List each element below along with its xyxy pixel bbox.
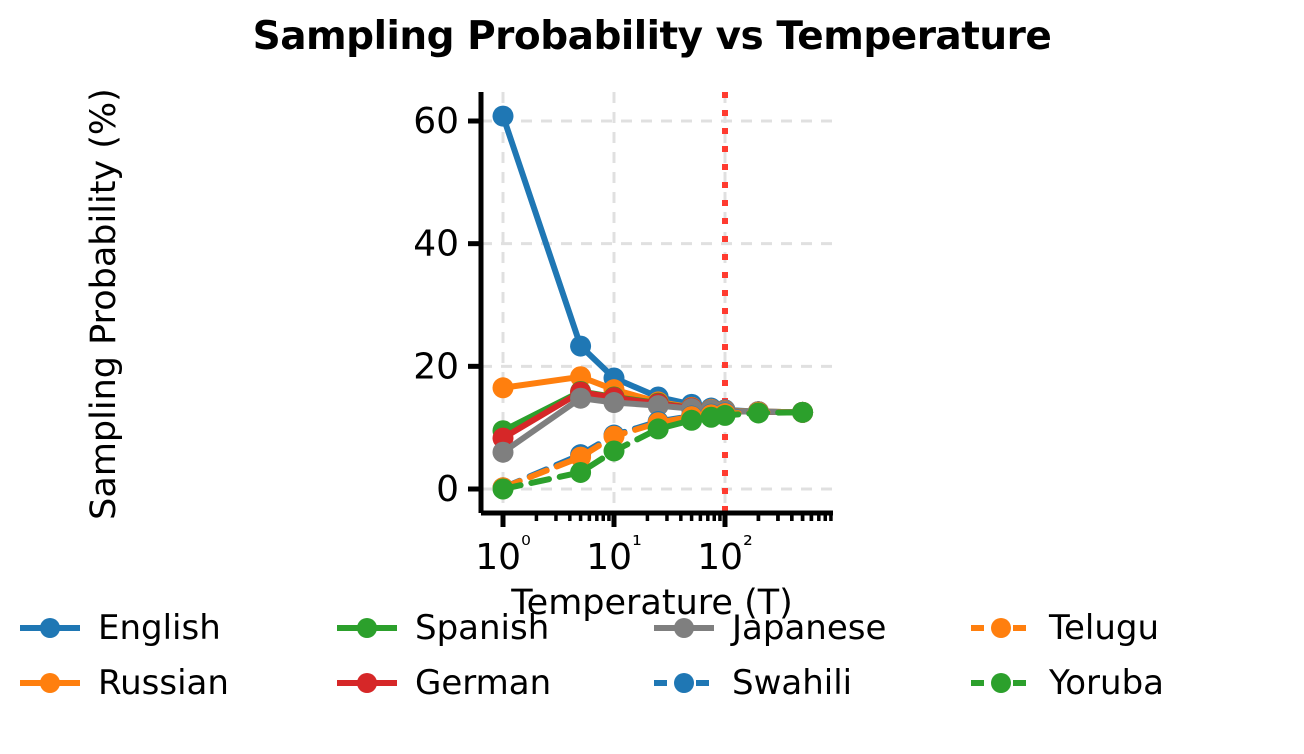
axis-spines bbox=[478, 92, 833, 516]
legend-label: Japanese bbox=[732, 607, 887, 648]
legend-line-marker-icon bbox=[971, 672, 1031, 693]
data-point bbox=[492, 105, 514, 127]
x-axis-label: Temperature (T) bbox=[511, 583, 793, 623]
data-point bbox=[647, 395, 669, 417]
x-tick-label: 10² bbox=[697, 531, 752, 578]
chart-title: Sampling Probability vs Temperature bbox=[252, 14, 1052, 59]
series-yoruba bbox=[492, 401, 814, 500]
legend-item-telugu[interactable]: Telugu bbox=[969, 611, 1286, 645]
legend-item-japanese[interactable]: Japanese bbox=[652, 611, 969, 645]
y-tick-label: 20 bbox=[413, 346, 459, 387]
data-point bbox=[714, 404, 736, 426]
data-point bbox=[570, 387, 592, 409]
data-point bbox=[492, 478, 514, 500]
data-point bbox=[570, 461, 592, 483]
legend-line-marker-icon bbox=[337, 617, 397, 638]
legend-label: Yoruba bbox=[1049, 662, 1164, 703]
data-point bbox=[492, 441, 514, 463]
legend-line-marker-icon bbox=[654, 617, 714, 638]
data-series-group bbox=[492, 105, 814, 500]
data-point bbox=[603, 425, 625, 447]
data-point bbox=[681, 409, 703, 431]
y-axis-label: Sampling Probability (%) bbox=[84, 88, 124, 520]
x-tick-label: 10⁰ bbox=[475, 531, 530, 578]
legend-label: German bbox=[415, 662, 552, 703]
legend-line-marker-icon bbox=[654, 672, 714, 693]
y-axis-ticks: 0 20 40 60 bbox=[413, 101, 481, 510]
data-point bbox=[492, 377, 514, 399]
legend-line-marker-icon bbox=[20, 672, 80, 693]
data-point bbox=[647, 418, 669, 440]
legend-item-english[interactable]: English bbox=[18, 611, 335, 645]
legend-label: Spanish bbox=[415, 607, 550, 648]
legend-item-swahili[interactable]: Swahili bbox=[652, 666, 969, 700]
data-point bbox=[570, 366, 592, 388]
legend-item-spanish[interactable]: Spanish bbox=[335, 611, 652, 645]
grid-lines bbox=[481, 92, 833, 513]
data-point bbox=[603, 440, 625, 462]
series-english bbox=[492, 105, 814, 423]
y-tick-label: 40 bbox=[413, 224, 459, 265]
legend-item-russian[interactable]: Russian bbox=[18, 666, 335, 700]
x-axis-ticks: 10⁰ 10¹ 10² bbox=[475, 513, 833, 578]
data-point bbox=[747, 402, 769, 424]
data-point bbox=[603, 392, 625, 414]
legend-line-marker-icon bbox=[971, 617, 1031, 638]
legend-label: English bbox=[98, 607, 221, 648]
legend-label: Telugu bbox=[1049, 607, 1160, 648]
data-point bbox=[570, 335, 592, 357]
legend-line-marker-icon bbox=[337, 672, 397, 693]
data-point bbox=[570, 446, 592, 468]
data-point bbox=[792, 401, 814, 423]
legend-item-german[interactable]: German bbox=[335, 666, 652, 700]
legend-line-marker-icon bbox=[20, 617, 80, 638]
chart-legend: English Spanish Japanese Telugu Russian Germa… bbox=[18, 600, 1288, 710]
legend-label: Russian bbox=[98, 662, 229, 703]
x-tick-label: 10¹ bbox=[586, 531, 641, 578]
y-tick-label: 60 bbox=[413, 101, 459, 142]
y-tick-label: 0 bbox=[436, 469, 459, 510]
legend-label: Swahili bbox=[732, 662, 853, 703]
legend-item-yoruba[interactable]: Yoruba bbox=[969, 666, 1286, 700]
